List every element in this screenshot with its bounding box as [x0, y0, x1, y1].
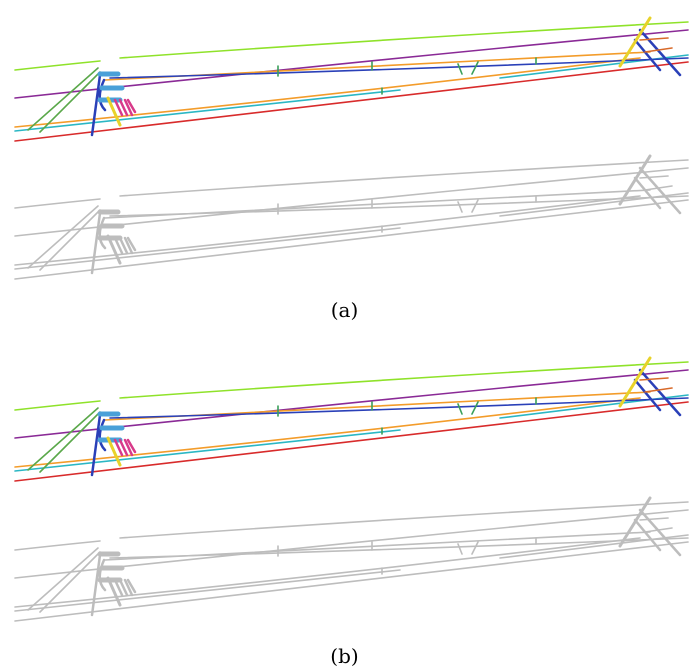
panel-label: (a)	[0, 298, 689, 322]
point-cloud-colored	[0, 0, 689, 148]
point-cloud-colored	[0, 340, 689, 488]
point-cloud-gray	[0, 480, 689, 628]
page: {"figure": {"panels": [{"label": "(a)"},…	[0, 0, 689, 671]
panel-label: (b)	[0, 644, 689, 668]
point-cloud-gray	[0, 138, 689, 286]
